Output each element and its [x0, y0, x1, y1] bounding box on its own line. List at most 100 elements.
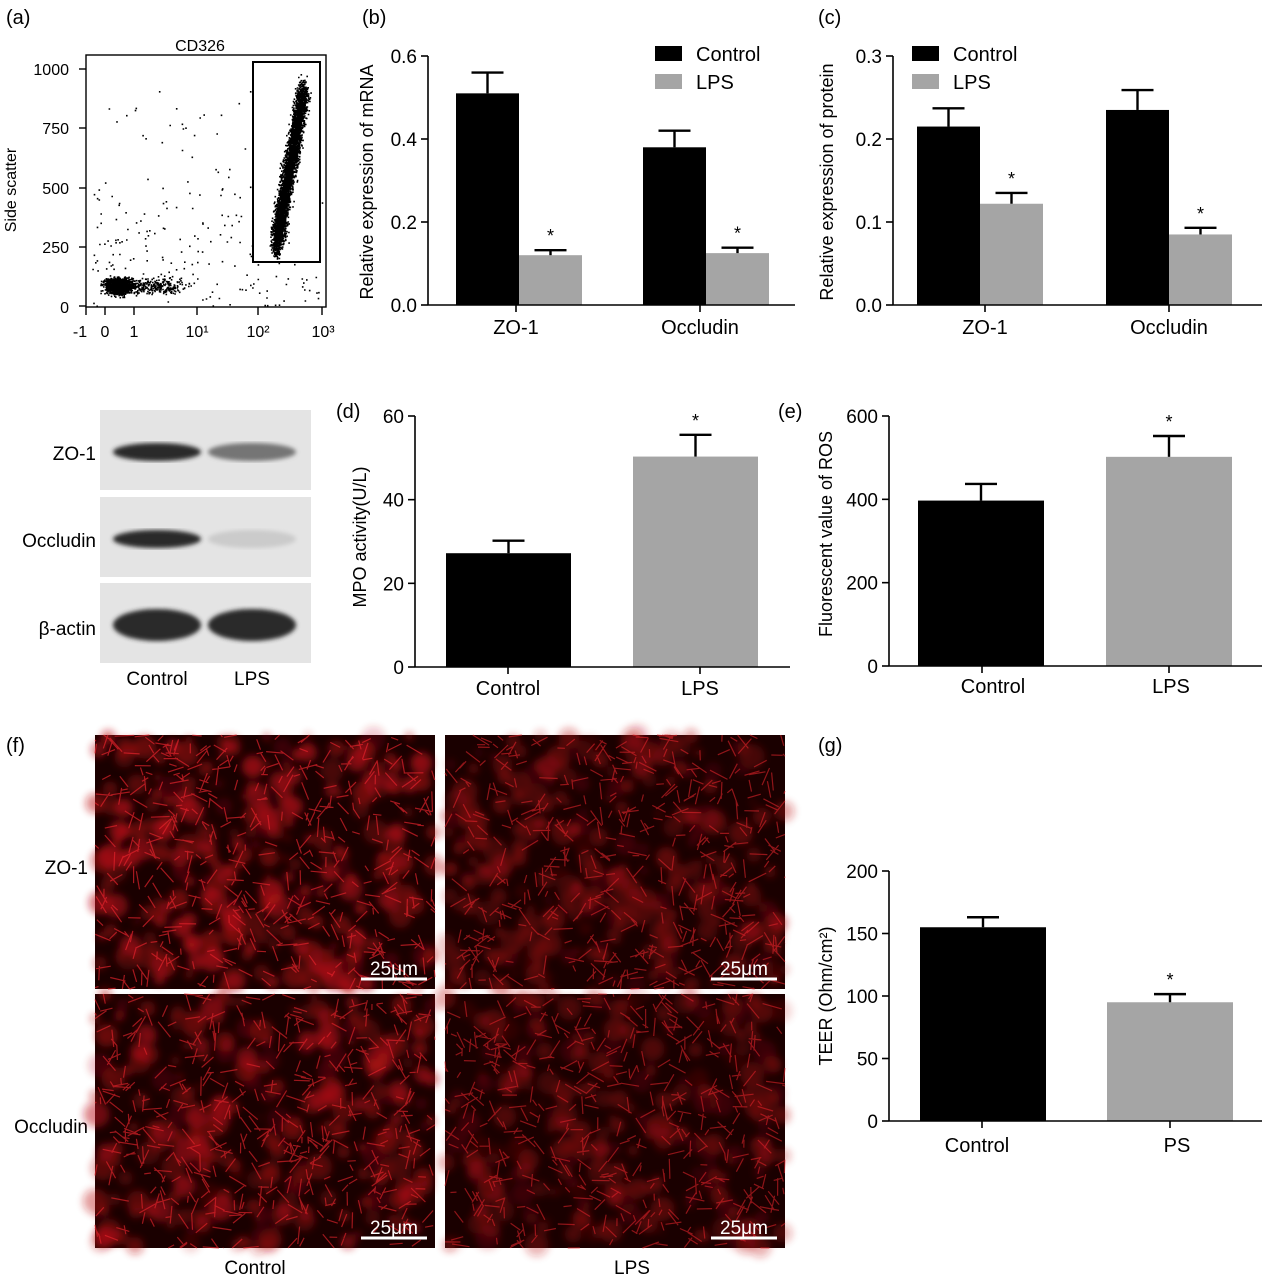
blot-strips [100, 410, 311, 663]
if-cell [341, 980, 355, 994]
if-cell [756, 900, 768, 913]
if-cell [557, 995, 582, 1021]
if-cell [640, 1036, 665, 1061]
if-cell [312, 982, 321, 991]
if-cell [423, 854, 445, 876]
if-cell [552, 1138, 573, 1159]
if-cell [712, 1216, 738, 1242]
if-cell [511, 850, 527, 866]
if-cell [468, 763, 479, 774]
if-cell [152, 844, 171, 862]
if-cell [365, 1210, 381, 1226]
if-cell [757, 1119, 773, 1135]
if-cell [764, 866, 776, 878]
if-cell [336, 1145, 350, 1159]
if-cell [576, 1196, 590, 1210]
if-cell [172, 863, 190, 881]
if-cell [264, 1186, 272, 1195]
bar [1106, 456, 1232, 666]
if-cell [453, 842, 466, 855]
if-cell [282, 963, 307, 989]
if-cell [657, 938, 672, 953]
c-bars: ** [917, 88, 1232, 305]
if-cell [335, 847, 349, 862]
scatter-y-tick-250: 250 [42, 240, 69, 257]
if-cell [535, 1042, 554, 1060]
if-cell [467, 856, 479, 867]
if-cell [181, 1011, 207, 1037]
if-panels: 25μm 25μm 25μm 25μm [83, 724, 795, 1258]
if-cell [90, 1155, 116, 1181]
significance-marker: * [1165, 412, 1172, 432]
if-cell [154, 974, 165, 985]
if-cell [614, 833, 637, 856]
b-x-tick-occludin: Occludin [661, 317, 739, 339]
if-cell [583, 886, 604, 906]
if-cell [549, 1187, 558, 1197]
if-cell [473, 748, 484, 758]
if-cell [217, 752, 228, 763]
if-cell [419, 1122, 429, 1132]
if-cell [273, 738, 292, 757]
scatter-panel-a: CD326 Side scatter 1000 750 500 250 0 -1… [3, 38, 335, 341]
if-cell [516, 1162, 535, 1180]
if-cell [721, 995, 743, 1017]
if-signal [83, 987, 440, 1256]
if-cell [166, 1220, 176, 1229]
if-cell [703, 808, 727, 832]
y-tick-label: 100 [846, 987, 878, 1008]
if-cell [129, 1205, 143, 1219]
bar [1106, 109, 1169, 305]
if-cell [695, 859, 703, 867]
if-cell [253, 964, 270, 981]
blot-band [113, 530, 201, 548]
bar [920, 927, 1046, 1121]
if-cell [221, 1038, 235, 1052]
bar [917, 126, 980, 305]
if-cell [442, 862, 458, 877]
if-cell [654, 907, 674, 927]
if-cell [656, 1225, 666, 1236]
if-cell [655, 810, 663, 818]
if-cell [213, 1014, 224, 1025]
if-row-zo1: ZO-1 [45, 858, 88, 879]
if-cell [369, 937, 381, 949]
if-cell [457, 1000, 477, 1020]
if-row-occludin: Occludin [14, 1117, 88, 1138]
if-cell [259, 847, 279, 867]
if-cell [490, 1190, 509, 1208]
scale-bar-label: 25μm [370, 959, 418, 980]
if-cell [98, 987, 112, 1002]
scatter-title: CD326 [175, 38, 225, 55]
if-cell [259, 1049, 281, 1071]
if-cell [192, 1209, 208, 1226]
if-cell [181, 912, 198, 928]
if-cell [740, 885, 762, 907]
if-cell [739, 1061, 765, 1087]
blot-lane-lps: LPS [234, 669, 270, 690]
if-cell [403, 1181, 425, 1204]
if-cell [309, 993, 318, 1002]
if-cell [648, 1179, 663, 1194]
if-cell [144, 797, 160, 812]
y-tick-label: 600 [846, 407, 878, 428]
d-x-tick-control: Control [476, 678, 540, 700]
if-cell [472, 1135, 490, 1153]
immunofluorescence-grid: ZO-1 Occludin 25μm 25μm 25μm 25μm Control L… [14, 724, 795, 1277]
scatter-x-tick-10: 10¹ [185, 324, 208, 341]
if-cell [596, 996, 605, 1006]
if-cell [263, 733, 271, 741]
if-cell [320, 862, 340, 883]
if-cell [170, 1128, 185, 1143]
bar [1169, 234, 1232, 305]
blot-row-zo1: ZO-1 [53, 444, 96, 465]
if-cell [232, 1169, 244, 1181]
if-cell [638, 1180, 649, 1191]
if-cell [694, 749, 703, 757]
scale-bar-label: 25μm [370, 1218, 418, 1239]
if-cell [643, 1129, 653, 1140]
if-cell [153, 773, 162, 782]
if-cell [140, 1001, 156, 1017]
if-cell [275, 1203, 293, 1221]
if-cell [595, 1090, 614, 1108]
